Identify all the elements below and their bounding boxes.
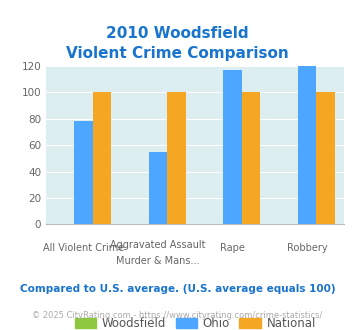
Bar bbox=[316, 92, 335, 224]
Bar bbox=[223, 70, 242, 224]
Text: 2010 Woodsfield: 2010 Woodsfield bbox=[106, 26, 249, 41]
Bar bbox=[242, 92, 261, 224]
Bar bbox=[167, 92, 186, 224]
Text: Aggravated Assault: Aggravated Assault bbox=[110, 240, 206, 250]
Text: © 2025 CityRating.com - https://www.cityrating.com/crime-statistics/: © 2025 CityRating.com - https://www.city… bbox=[32, 312, 323, 320]
Text: Rape: Rape bbox=[220, 244, 245, 253]
Text: Compared to U.S. average. (U.S. average equals 100): Compared to U.S. average. (U.S. average … bbox=[20, 284, 335, 294]
Text: Murder & Mans...: Murder & Mans... bbox=[116, 256, 200, 266]
Bar bbox=[93, 92, 111, 224]
Bar bbox=[298, 66, 316, 224]
Bar bbox=[149, 152, 167, 224]
Text: Violent Crime Comparison: Violent Crime Comparison bbox=[66, 46, 289, 61]
Legend: Woodsfield, Ohio, National: Woodsfield, Ohio, National bbox=[70, 313, 321, 330]
Bar bbox=[74, 121, 93, 224]
Text: Robbery: Robbery bbox=[287, 244, 327, 253]
Text: All Violent Crime: All Violent Crime bbox=[43, 244, 124, 253]
